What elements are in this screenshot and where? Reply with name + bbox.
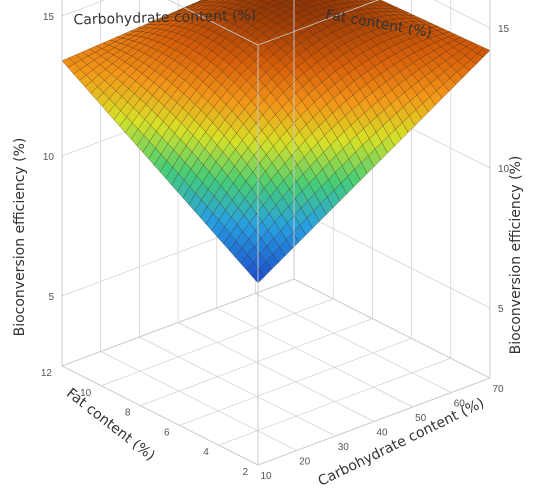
frame-edge-top (167, 0, 259, 46)
axis-box-frame (61, 0, 491, 466)
x-axis-label-top: Carbohydrate content (%) (73, 8, 256, 29)
floor-gridline (100, 351, 297, 451)
z-tick-label-left: 5 (48, 292, 54, 303)
z-axis-label-right: Bioconversion efficiency (%) (508, 156, 524, 355)
x-tick-label: 40 (376, 428, 388, 439)
tick-labels: 1020304050607024681012102030405060702468… (41, 12, 510, 482)
frame-edge-bottom (61, 365, 259, 466)
floor-gridline (177, 322, 375, 422)
x-tick-label: 50 (415, 413, 427, 424)
y-tick-label: 10 (80, 388, 92, 399)
z-tick-label-right: 5 (498, 304, 504, 315)
floor-gridline (216, 307, 413, 408)
floor-gridline (140, 318, 373, 406)
y-tick-label: 8 (125, 408, 131, 419)
x-tick-label: 30 (338, 442, 350, 453)
x-tick-label: 70 (492, 384, 504, 395)
y-tick-label: 6 (164, 427, 170, 438)
floor-gridline (101, 298, 334, 387)
frame-edge-top (257, 0, 380, 46)
floor-gridline (255, 293, 452, 393)
frame-edge-bottom (257, 377, 491, 466)
y-axis-label-bottom: Fat content (%) (63, 385, 158, 464)
z-axis-label-left: Bioconversion efficiency (%) (12, 138, 28, 337)
y-tick-label: 2 (242, 467, 248, 478)
y-tick-label: 12 (41, 368, 53, 379)
y-tick-label: 4 (203, 447, 209, 458)
surface-cell (251, 268, 266, 284)
wall-gridline (293, 208, 491, 309)
floor-gridline (139, 336, 336, 437)
floor-gridline (179, 338, 412, 426)
z-tick-label-right: 15 (498, 24, 510, 35)
wall-gridline (61, 0, 106, 17)
wall-gridline (433, 0, 491, 29)
frame-edge-bottom (293, 278, 491, 379)
z-tick-label-left: 10 (43, 152, 55, 163)
x-tick-label: 60 (454, 399, 466, 410)
floor-gridline (218, 357, 451, 446)
frame-edge-bottom (61, 278, 295, 367)
x-tick-label: 10 (260, 471, 272, 482)
z-tick-label-right: 10 (498, 164, 510, 175)
response-surface (61, 0, 491, 284)
z-tick-label-left: 15 (43, 12, 55, 23)
x-tick-label: 20 (299, 457, 311, 468)
